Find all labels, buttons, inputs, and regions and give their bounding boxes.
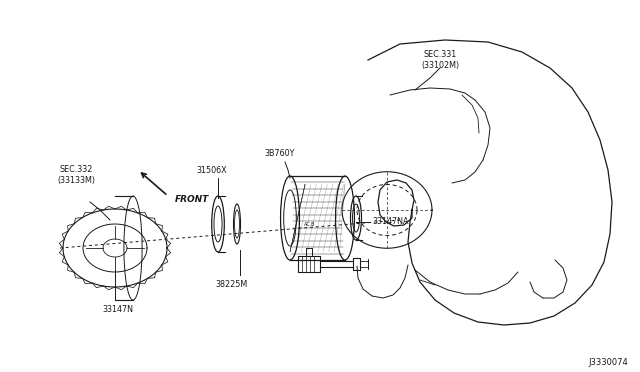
Text: AC.B: AC.B [304, 222, 316, 227]
Text: J3330074: J3330074 [588, 358, 628, 367]
Text: 33147N: 33147N [102, 305, 134, 314]
Text: 38225M: 38225M [216, 280, 248, 289]
Text: FRONT: FRONT [175, 196, 209, 205]
Text: 33147NA: 33147NA [372, 218, 408, 227]
Text: SEC.332
(33133M): SEC.332 (33133M) [57, 165, 95, 185]
Text: 3B760Y: 3B760Y [265, 149, 295, 158]
Text: 31506X: 31506X [196, 166, 227, 175]
Text: SEC.331
(33102M): SEC.331 (33102M) [421, 50, 459, 70]
